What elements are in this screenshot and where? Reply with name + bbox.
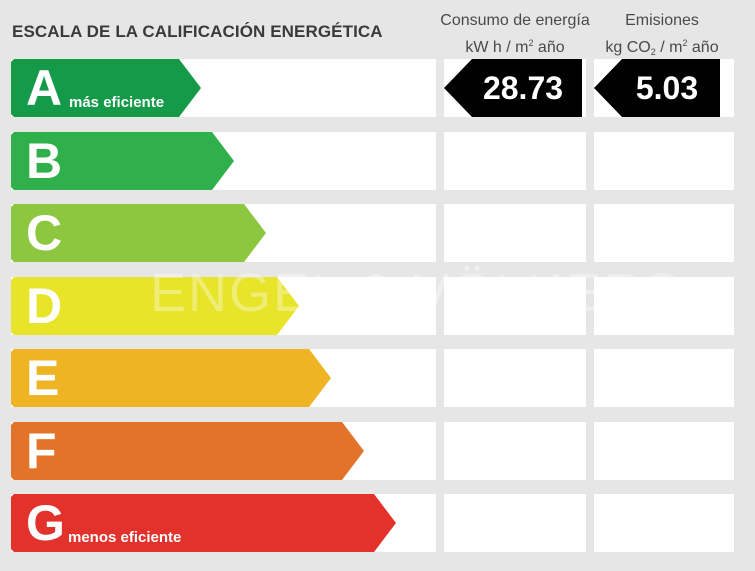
rating-row-d: D xyxy=(11,277,436,335)
rating-bar-a xyxy=(11,59,201,117)
rating-bar-e xyxy=(11,349,331,407)
rating-bar-d xyxy=(11,277,299,335)
rating-letter-g: G xyxy=(26,495,65,551)
emissions-cell-e xyxy=(594,349,734,407)
rating-row-f: F xyxy=(11,422,436,480)
rating-letter-f: F xyxy=(26,423,57,479)
rating-letter-b: B xyxy=(26,133,63,189)
energy-cell-e xyxy=(444,349,586,407)
energy-cell-g xyxy=(444,494,586,552)
rating-bar-c xyxy=(11,204,266,262)
chart-title: ESCALA DE LA CALIFICACIÓN ENERGÉTICA xyxy=(12,22,383,41)
rating-row-b: B xyxy=(11,132,436,190)
energy-cell-b xyxy=(444,132,586,190)
emissions-header-line1: Emisiones xyxy=(625,12,699,29)
energy-marker xyxy=(444,59,586,122)
energy-cell-c xyxy=(444,204,586,262)
rating-bar-g xyxy=(11,494,396,552)
emissions-cell-a: 5.03 xyxy=(594,59,734,117)
emissions-header-unit: kg CO2 / m2 año xyxy=(605,38,719,57)
rating-letter-a: A xyxy=(26,60,63,116)
emissions-cell-b xyxy=(594,132,734,190)
emissions-value: 5.03 xyxy=(635,70,699,106)
emissions-column-header: Emisiones kg CO2 / m2 año xyxy=(592,10,732,63)
rating-bar-f xyxy=(11,422,364,480)
rating-label-g: menos eficiente xyxy=(68,529,182,546)
rating-letter-d: D xyxy=(26,278,63,334)
energy-header-unit: kW h / m2 año xyxy=(465,38,565,56)
emissions-cell-d xyxy=(594,277,734,335)
energy-cell-f xyxy=(444,422,586,480)
energy-header-line1: Consumo de energía xyxy=(440,12,590,29)
emissions-cell-f xyxy=(594,422,734,480)
energy-value: 28.73 xyxy=(482,70,564,106)
rating-row-c: C xyxy=(11,204,436,262)
energy-cell-a: 28.73 xyxy=(444,59,586,117)
rating-bar-b xyxy=(11,132,234,190)
rating-letter-c: C xyxy=(26,205,63,261)
emissions-marker xyxy=(594,59,724,122)
emissions-cell-c xyxy=(594,204,734,262)
rating-letter-e: E xyxy=(26,350,60,406)
energy-cell-d xyxy=(444,277,586,335)
rating-row-e: E xyxy=(11,349,436,407)
energy-column-header: Consumo de energía kW h / m2 año xyxy=(440,10,590,59)
emissions-cell-g xyxy=(594,494,734,552)
rating-label-a: más eficiente xyxy=(69,94,165,111)
